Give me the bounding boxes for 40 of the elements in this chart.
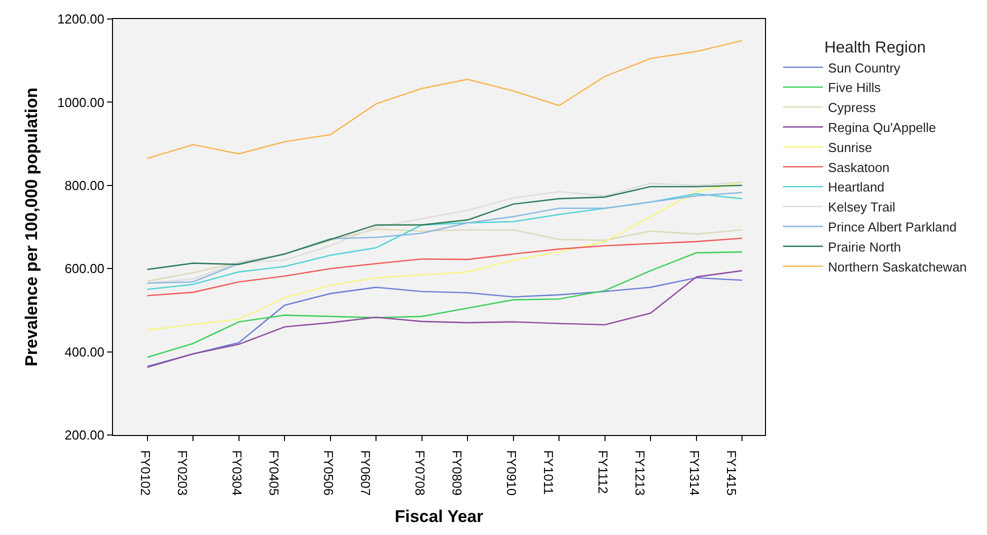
legend-label: Northern Saskatchewan xyxy=(828,259,967,274)
y-tick-label: 200.00 xyxy=(64,428,104,443)
x-tick-label: FY0304 xyxy=(229,450,244,496)
legend-label: Sunrise xyxy=(828,140,872,155)
line-series xyxy=(146,184,743,270)
line-series xyxy=(146,40,743,160)
x-tick-label: FY1213 xyxy=(632,450,648,496)
y-tick-label: 400.00 xyxy=(64,344,104,360)
line-series xyxy=(146,251,743,358)
legend-label: Saskatoon xyxy=(828,160,890,175)
x-tick-label: FY0506 xyxy=(320,450,336,496)
x-tick-label: FY1112 xyxy=(595,450,610,494)
legend-label: Cypress xyxy=(828,100,876,116)
legend-label: Heartland xyxy=(828,180,884,195)
legend-label: Kelsey Trail xyxy=(828,200,896,215)
x-tick-label: FY1415 xyxy=(724,450,740,496)
line-series xyxy=(146,181,743,331)
x-tick-label: FY0607 xyxy=(358,450,374,496)
x-tick-label: FY1011 xyxy=(541,450,556,495)
x-tick-label: FY0102 xyxy=(138,450,153,496)
x-tick-label: FY0405 xyxy=(266,450,282,496)
x-axis-title: Fiscal Year xyxy=(394,507,484,526)
x-tick-label: FY1314 xyxy=(686,450,702,496)
legend-label: Prairie North xyxy=(828,239,902,254)
legend-label: Regina Qu'Appelle xyxy=(828,120,936,135)
line-series xyxy=(146,228,743,282)
legend-label: Five Hills xyxy=(828,80,882,96)
y-tick-label: 800.00 xyxy=(64,178,104,193)
x-tick-label: FY0708 xyxy=(412,450,428,496)
x-tick-label: FY0910 xyxy=(504,450,519,496)
y-tick-label: 600.00 xyxy=(64,261,104,276)
y-tick-label: 1200.00 xyxy=(57,12,104,27)
x-tick-label: FY0809 xyxy=(450,450,465,496)
y-tick-label: 1000.00 xyxy=(57,94,104,110)
legend-title: Health Region xyxy=(824,39,926,56)
legend-label: Sun Country xyxy=(828,60,901,76)
x-tick-label: FY0203 xyxy=(175,450,190,496)
line-series xyxy=(146,238,743,296)
legend-label: Prince Albert Parkland xyxy=(828,220,957,234)
y-axis-title: Prevalence per 100,000 population xyxy=(22,88,41,366)
